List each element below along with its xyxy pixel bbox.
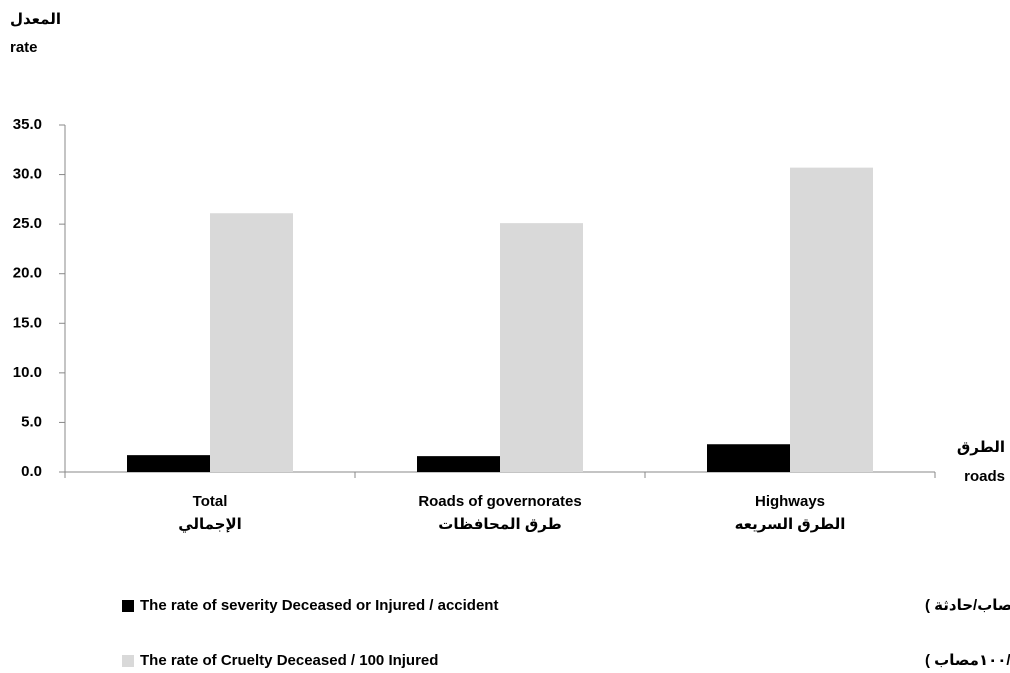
legend-label: The rate of severity Deceased or Injured… xyxy=(140,597,498,614)
y-tick-label: 20.0 xyxy=(13,265,42,282)
y-tick-label: 25.0 xyxy=(13,215,42,232)
x-tick-label-ar: الإجمالي xyxy=(178,516,242,533)
x-tick-label-ar: الطرق السريعه xyxy=(735,516,846,533)
x-tick-label-ar: طرق المحافظات xyxy=(438,516,561,533)
y-axis-label-ar: المعدل xyxy=(10,11,61,28)
x-axis-label: roads xyxy=(964,468,1005,485)
y-tick-label: 15.0 xyxy=(13,314,42,331)
legend-swatch xyxy=(122,655,134,667)
legend-label-ar: معدل القسوة (متوفي/١٠٠مصاب ) xyxy=(925,652,1010,669)
x-tick-label: Total xyxy=(193,493,228,510)
y-axis-label: rate xyxy=(10,39,38,56)
x-axis-label-ar: الطرق xyxy=(957,439,1005,456)
bar xyxy=(127,455,210,472)
bar xyxy=(417,456,500,472)
legend-label: The rate of Cruelty Deceased / 100 Injur… xyxy=(140,652,438,669)
y-tick-label: 0.0 xyxy=(21,463,42,480)
bar xyxy=(707,444,790,472)
legend-label-ar: معدل الخطورة (متوفى او مصاب/حادثة ) xyxy=(925,597,1010,614)
y-tick-label: 5.0 xyxy=(21,413,42,430)
y-tick-label: 10.0 xyxy=(13,364,42,381)
x-tick-label: Highways xyxy=(755,493,825,510)
bar xyxy=(500,223,583,472)
bar xyxy=(790,167,873,473)
y-tick-label: 30.0 xyxy=(13,166,42,183)
legend-swatch xyxy=(122,600,134,612)
y-tick-label: 35.0 xyxy=(13,116,42,133)
x-tick-label: Roads of governorates xyxy=(418,493,581,510)
bar xyxy=(210,213,293,473)
